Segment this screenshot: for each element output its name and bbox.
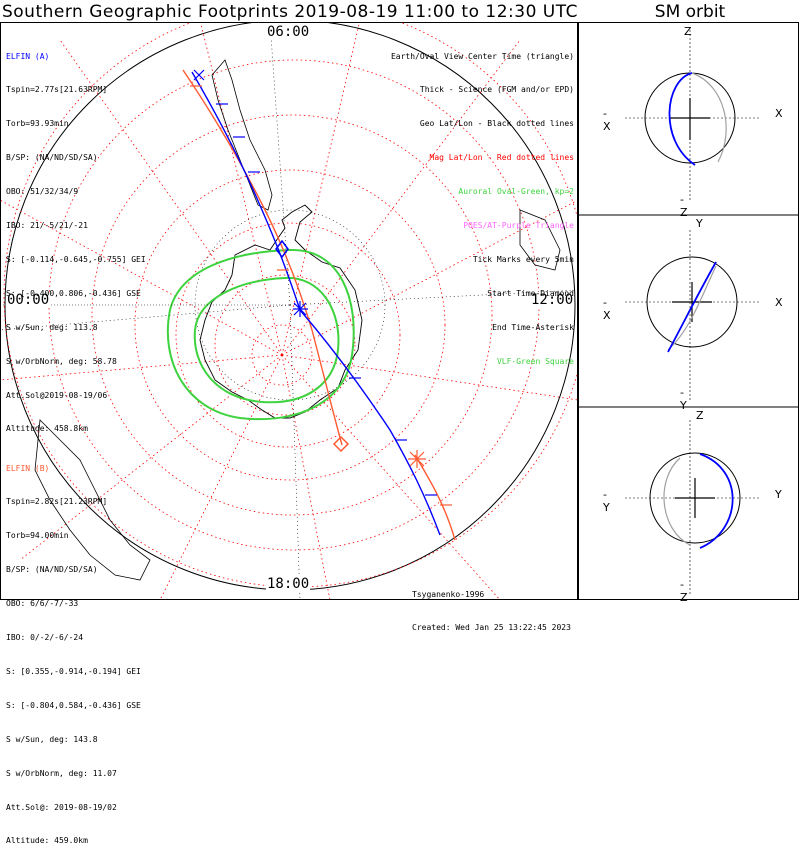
elfin-b-line: B/SP: (NA/ND/SD/SA) xyxy=(6,565,98,575)
sm-orbit-xy-panel xyxy=(625,230,760,400)
page-title: Southern Geographic Footprints 2019-08-1… xyxy=(1,2,578,22)
sm2-right: X xyxy=(775,296,783,309)
sm2-top: Y xyxy=(696,217,703,230)
elfin-b-name: ELFIN (B) xyxy=(6,463,50,473)
elfin-b-line: S w/Sun, deg: 143.8 xyxy=(6,734,98,744)
africa-coastline xyxy=(34,419,151,581)
elfin-b-line: Altitude: 459.0km xyxy=(6,836,88,846)
australia-coastline xyxy=(519,209,561,271)
sm-orbit-title: SM orbit xyxy=(654,2,726,22)
elfin-a-line: S w/Sun, deg: 113.8 xyxy=(6,322,98,332)
sm3-right: Y xyxy=(775,488,782,501)
elfin-a-line: IBO: 21/-5/21/-21 xyxy=(6,221,88,231)
elfin-b-track xyxy=(182,69,343,446)
elfin-a-line: B/SP: (NA/ND/SD/SA) xyxy=(6,153,98,163)
elfin-a-info: ELFIN (A) Tspin=2.77s[21.63RPM] Torb=93.… xyxy=(6,28,146,446)
footprint-map-canvas xyxy=(0,22,799,600)
model-label: Tsyganenko-1996 xyxy=(412,589,485,599)
hour-label-right: 12:00 xyxy=(530,292,575,308)
elfin-b-line: Torb=94.00min xyxy=(6,531,69,541)
legend-item: End Time-Asterisk xyxy=(492,322,574,332)
auroral-oval-outer xyxy=(166,248,355,421)
elfin-a-line: OBO: 51/32/34/9 xyxy=(6,187,79,197)
sm-orbit-yz-panel xyxy=(625,420,760,595)
sm-orbit-xz-panel xyxy=(625,30,760,200)
auroral-oval-inner xyxy=(193,276,340,404)
created-label: Created: Wed Jan 25 13:22:45 2023 xyxy=(412,623,571,633)
sm1-bottom: -Z xyxy=(680,193,688,219)
sm2-left: -X xyxy=(603,296,611,322)
sm3-top: Z xyxy=(696,409,704,422)
footer: Tsyganenko-1996 Created: Wed Jan 25 13:2… xyxy=(412,566,571,645)
sm1-right: X xyxy=(775,107,783,120)
legend-item: Geo Lat/Lon - Black dotted lines xyxy=(419,119,574,129)
elfin-b-start-diamond xyxy=(332,435,350,453)
legend-item: Auroral Oval-Green, kp=2 xyxy=(458,187,574,197)
legend-item: Start Time-Diamond xyxy=(487,288,574,298)
elfin-b-line: IBO: 0/-2/-6/-24 xyxy=(6,633,84,643)
elfin-b-line: S: [-0.804,0.584,-0.436] GSE xyxy=(6,700,141,710)
legend-item: Tick Marks every 5min xyxy=(472,254,574,264)
legend: Earth/Oval View Center Time (triangle) T… xyxy=(391,28,574,378)
sm1-left: -X xyxy=(603,107,611,133)
elfin-a-start-diamond xyxy=(275,239,289,259)
legend-item: Thick - Science (FGM and/or EPD) xyxy=(419,85,574,95)
elfin-a-line: S: [-0.114,-0.645,-0.755] GEI xyxy=(6,254,146,264)
elfin-b-line: Tspin=2.82s[21.23RPM] xyxy=(6,497,108,507)
elfin-b-line: Att.Sol@: 2019-08-19/02 xyxy=(6,802,117,812)
elfin-a-line: Att.Sol@2019-08-19/06 xyxy=(6,390,108,400)
elfin-b-line: S: [0.355,-0.914,-0.194] GEI xyxy=(6,666,141,676)
elfin-b-ticks xyxy=(190,85,452,506)
elfin-a-line: S: [-0.400,0.806,-0.436] GSE xyxy=(6,288,141,298)
legend-item: Earth/Oval View Center Time (triangle) xyxy=(390,51,574,61)
elfin-a-line: Altitude: 458.8km xyxy=(6,424,88,434)
elfin-b-track-end xyxy=(414,454,456,541)
elfin-a-line: S w/OrbNorm, deg: 58.78 xyxy=(6,356,117,366)
south-america-coastline xyxy=(211,59,273,211)
elfin-a-name: ELFIN (A) xyxy=(6,51,50,61)
legend-item: Mag Lat/Lon - Red dotted lines xyxy=(429,153,575,163)
hour-label-top: 06:00 xyxy=(266,24,311,40)
sm1-top: Z xyxy=(684,25,692,38)
elfin-a-ticks xyxy=(193,69,437,496)
hour-label-bottom: 18:00 xyxy=(266,576,311,592)
elfin-a-line: Tspin=2.77s[21.63RPM] xyxy=(6,85,108,95)
sm3-left: -Y xyxy=(603,488,610,514)
elfin-b-line: S w/OrbNorm, deg: 11.07 xyxy=(6,768,117,778)
legend-item: VLF-Green Square xyxy=(496,356,574,366)
sm2-bottom: -Y xyxy=(680,386,687,412)
hour-label-left: 00:00 xyxy=(6,292,51,308)
legend-item: POES/AT-Purple Triangle xyxy=(463,221,574,231)
elfin-b-info: ELFIN (B) Tspin=2.82s[21.23RPM] Torb=94.… xyxy=(6,440,141,858)
elfin-a-line: Torb=93.93min xyxy=(6,119,69,129)
antarctica-coastline xyxy=(199,204,363,419)
sm3-bottom: -Z xyxy=(680,578,688,604)
